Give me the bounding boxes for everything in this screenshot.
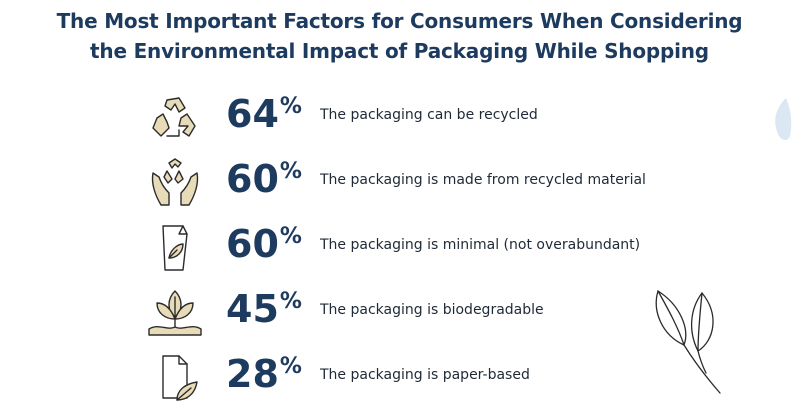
chart-title: The Most Important Factors for Consumers…	[0, 6, 799, 66]
factor-label: The packaging is biodegradable	[320, 302, 544, 318]
recycle-icon	[145, 92, 205, 144]
percent-sign: %	[279, 289, 302, 314]
chart-title-line-1: The Most Important Factors for Consumers…	[56, 9, 743, 33]
percent-sign: %	[279, 94, 302, 119]
percent-value: 60%	[226, 220, 302, 268]
sprout-icon	[145, 287, 205, 339]
minimal-package-icon	[145, 222, 205, 274]
factor-label: The packaging can be recycled	[320, 107, 538, 123]
percent-number: 60	[226, 222, 279, 266]
percent-sign: %	[279, 224, 302, 249]
percent-value: 60%	[226, 155, 302, 203]
chart-title-line-2: the Environmental Impact of Packaging Wh…	[90, 39, 709, 63]
percent-value: 28%	[226, 350, 302, 398]
percent-sign: %	[279, 354, 302, 379]
water-drop-decoration	[775, 98, 792, 140]
percent-number: 28	[226, 352, 279, 396]
factor-row: 28% The packaging is paper-based	[0, 348, 799, 408]
factor-row: 60% The packaging is minimal (not overabu…	[0, 218, 799, 278]
percent-number: 45	[226, 287, 279, 331]
percent-number: 64	[226, 92, 279, 136]
factor-row: 60% The packaging is made from recycled m…	[0, 153, 799, 213]
factor-row: 64% The packaging can be recycled	[0, 88, 799, 148]
factor-label: The packaging is minimal (not overabunda…	[320, 237, 641, 253]
percent-number: 60	[226, 157, 279, 201]
percent-value: 45%	[226, 285, 302, 333]
percent-value: 64%	[226, 90, 302, 138]
hands-recycle-icon	[145, 157, 205, 209]
factor-label: The packaging is made from recycled mate…	[320, 172, 646, 188]
factor-label: The packaging is paper-based	[320, 367, 530, 383]
percent-sign: %	[279, 159, 302, 184]
paper-leaf-icon	[145, 352, 205, 404]
factor-row: 45% The packaging is biodegradable	[0, 283, 799, 343]
leaf-branch-decoration	[655, 289, 721, 394]
